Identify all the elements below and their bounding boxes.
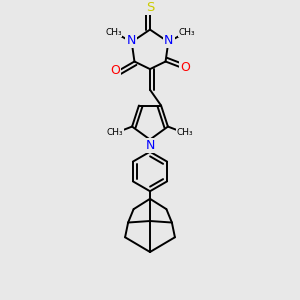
Text: N: N (164, 34, 174, 47)
Text: N: N (126, 34, 136, 47)
Text: N: N (145, 139, 155, 152)
Text: CH₃: CH₃ (178, 28, 195, 37)
Text: O: O (180, 61, 190, 74)
Text: S: S (146, 1, 154, 14)
Text: CH₃: CH₃ (177, 128, 194, 137)
Text: CH₃: CH₃ (106, 128, 123, 137)
Text: CH₃: CH₃ (105, 28, 122, 37)
Text: O: O (110, 64, 120, 77)
